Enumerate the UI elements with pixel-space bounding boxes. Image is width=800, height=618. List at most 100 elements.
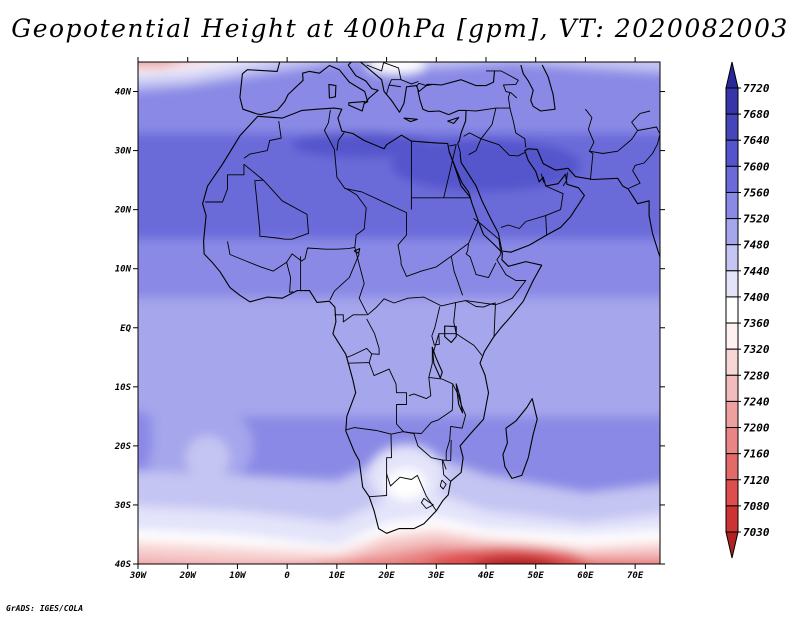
lake-malawi (455, 383, 464, 414)
x-tick-label: 70E (627, 571, 644, 581)
grads-credit: GrADS: IGES/COLA (6, 604, 84, 613)
colorbar-label: 7200 (743, 422, 770, 435)
x-tick-label: 20E (377, 571, 395, 581)
field-balkan-patch (366, 62, 427, 74)
x-axis: 30W 20W 10W 0 10E 20E 30E 40E 50E 60E 70E (129, 57, 644, 581)
y-tick-label: 20S (114, 442, 132, 452)
field-north-band-7250 (138, 62, 178, 67)
border-46 (386, 473, 437, 512)
plot-frame (137, 61, 661, 565)
border-47 (420, 497, 434, 509)
colorbar-label: 7030 (743, 526, 770, 539)
border-8 (286, 262, 294, 293)
y-tick-label: 40N (115, 88, 132, 98)
colorbar-label: 7280 (743, 369, 770, 382)
y-tick-label: 10S (115, 383, 132, 393)
colorbar-top-triangle (725, 61, 739, 89)
y-tick-label: 20N (114, 206, 132, 216)
x-tick-label: 30W (129, 571, 148, 581)
y-tick-label: 40S (115, 560, 132, 570)
x-tick-label: 60E (577, 571, 594, 581)
colorbar-swatch (725, 191, 739, 220)
colorbar-swatch (725, 218, 739, 246)
coastline-and-borders (202, 62, 660, 534)
border-34 (585, 108, 595, 181)
field-med-ridge (291, 131, 432, 158)
x-tick-label: 0 (284, 571, 290, 581)
colorbar-label: 7560 (743, 186, 770, 199)
border-5 (410, 141, 471, 199)
colorbar-label: 7440 (743, 265, 770, 278)
field-south-atlantic-core (185, 435, 230, 480)
colorbar-label: 7120 (743, 474, 770, 487)
border-38 (416, 82, 427, 88)
border-29 (509, 107, 527, 148)
border-52 (428, 347, 433, 378)
border-33 (540, 173, 545, 183)
border-21 (465, 300, 496, 338)
colorbar-label: 7400 (743, 291, 770, 304)
colorbar-swatch (725, 322, 739, 350)
border-42 (443, 144, 457, 198)
cyprus (447, 116, 460, 124)
x-tick-label: 40E (478, 571, 495, 581)
sardinia (328, 83, 337, 99)
border-26 (480, 138, 526, 157)
lake-tanganyika (431, 346, 443, 379)
border-23 (465, 243, 497, 279)
border-32 (562, 172, 568, 187)
field-band-7540 (138, 298, 660, 417)
colorbar-label: 7240 (743, 395, 770, 408)
y-tick-label: 30S (114, 501, 132, 511)
colorbar-swatch (725, 139, 739, 167)
border-4 (333, 149, 367, 248)
colorbar-label: 7080 (743, 500, 770, 513)
colorbar-label: 7320 (743, 343, 770, 356)
border-19 (438, 333, 483, 356)
colorbar-swatch (725, 165, 739, 193)
border-35 (589, 110, 651, 154)
border-48 (439, 479, 447, 490)
y-tick-label: EQ (120, 324, 131, 334)
border-45 (336, 132, 345, 151)
border-41 (400, 79, 419, 85)
border-24 (457, 143, 462, 154)
border-36 (628, 126, 660, 189)
border-27 (466, 92, 511, 112)
field-arabian-high (391, 139, 581, 192)
anatolia-coast (417, 90, 467, 144)
border-28 (480, 107, 497, 140)
madagascar-coast (502, 398, 538, 479)
iberia-med (239, 62, 433, 116)
colorbar-label: 7600 (743, 160, 770, 173)
border-10 (329, 253, 360, 301)
border-1 (243, 163, 309, 240)
colorbar-label: 7640 (743, 134, 770, 147)
border-50 (442, 439, 452, 462)
x-tick-label: 10E (329, 571, 346, 581)
field-trough-outer (431, 546, 590, 564)
colorbar-swatch (725, 113, 739, 141)
colorbar-swatch (725, 453, 739, 481)
border-31 (500, 215, 546, 229)
red-sea-west (448, 151, 472, 199)
height-field (138, 62, 660, 564)
border-0 (205, 164, 245, 203)
border-14 (345, 427, 392, 498)
y-axis: 40N 30N 20N 10N EQ 10S 20S 30S 40S (114, 88, 665, 570)
field-trough-core (475, 556, 556, 564)
colorbar-swatch (725, 505, 739, 533)
border-17 (445, 383, 467, 461)
colorbar-swatch (725, 479, 739, 507)
colorbar-swatch (725, 87, 739, 115)
x-tick-label: 30E (427, 571, 445, 581)
border-22 (477, 221, 527, 306)
border-30 (545, 185, 564, 236)
field-north-band-7560 (138, 62, 660, 112)
colorbar-swatch (725, 296, 739, 324)
colorbar-label: 7480 (743, 239, 770, 252)
x-tick-label: 20W (179, 571, 198, 581)
border-12 (346, 318, 380, 358)
colorbar-label: 7360 (743, 317, 770, 330)
y-tick-label: 10N (115, 265, 132, 275)
